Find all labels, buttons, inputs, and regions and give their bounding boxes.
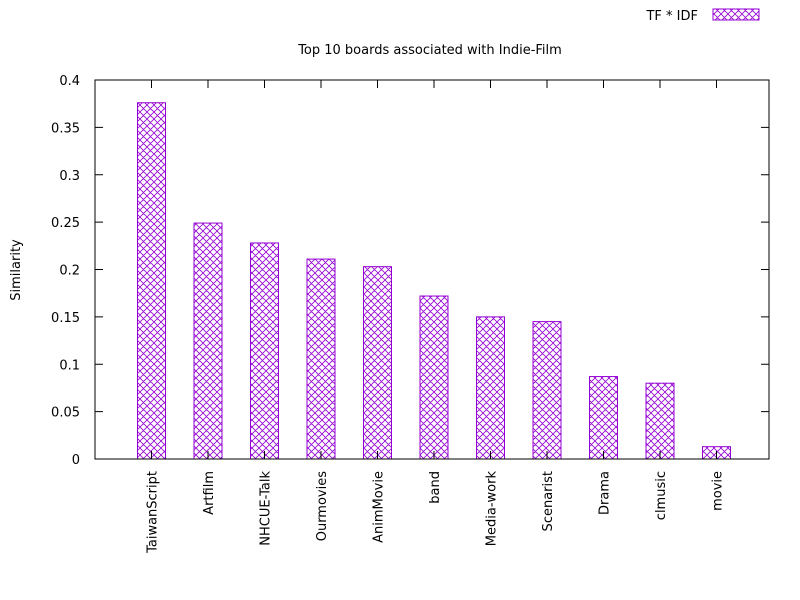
legend-swatch [712,8,760,21]
y-axis-ticks: 0 0.05 0.1 0.15 0.2 0.25 0.3 0.35 0.4 [51,74,769,468]
x-tick-label: Artfilm [202,471,217,515]
x-tick-label: Scenarist [541,471,556,531]
y-tick-label: 0.05 [51,406,80,421]
bar-clmusic [645,382,675,460]
x-tick-label: clmusic [654,471,669,520]
bar-artfilm [193,222,223,460]
y-axis-label: Similarity [9,239,24,301]
x-tick-label: Ourmovies [315,471,330,542]
plot-frame [94,79,770,460]
y-tick-label: 0.25 [51,216,80,231]
x-tick-label: NHCUE-Talk [259,471,274,546]
x-tick-label: Drama [598,471,613,515]
bar-taiwanscript [137,102,166,460]
y-tick-label: 0 [72,453,80,468]
y-tick-label: 0.35 [51,121,80,136]
bar-animmovie [363,266,392,460]
bar-media-work [476,316,505,460]
bar-nhcue-talk [250,242,279,460]
x-tick-label: AnimMovie [372,471,387,543]
x-tick-label: Media-work [485,471,500,547]
x-axis-labels: TaiwanScript Artfilm NHCUE-Talk Ourmovies An… [146,80,726,554]
y-tick-label: 0.1 [59,358,80,373]
x-tick-label: TaiwanScript [146,471,161,554]
bar-ourmovies [306,258,336,460]
bars [137,102,731,460]
bar-band [419,295,449,460]
legend: TF * IDF [645,8,760,24]
bar-drama [589,376,618,460]
x-tick-label: band [428,471,443,504]
legend-label: TF * IDF [645,9,698,24]
y-tick-label: 0.15 [51,311,80,326]
y-tick-label: 0.2 [59,264,80,279]
x-tick-label: movie [711,471,726,511]
y-tick-label: 0.3 [59,169,80,184]
bar-scenarist [532,321,562,460]
y-tick-label: 0.4 [59,74,80,89]
chart-title: Top 10 boards associated with Indie-Film [297,43,562,58]
